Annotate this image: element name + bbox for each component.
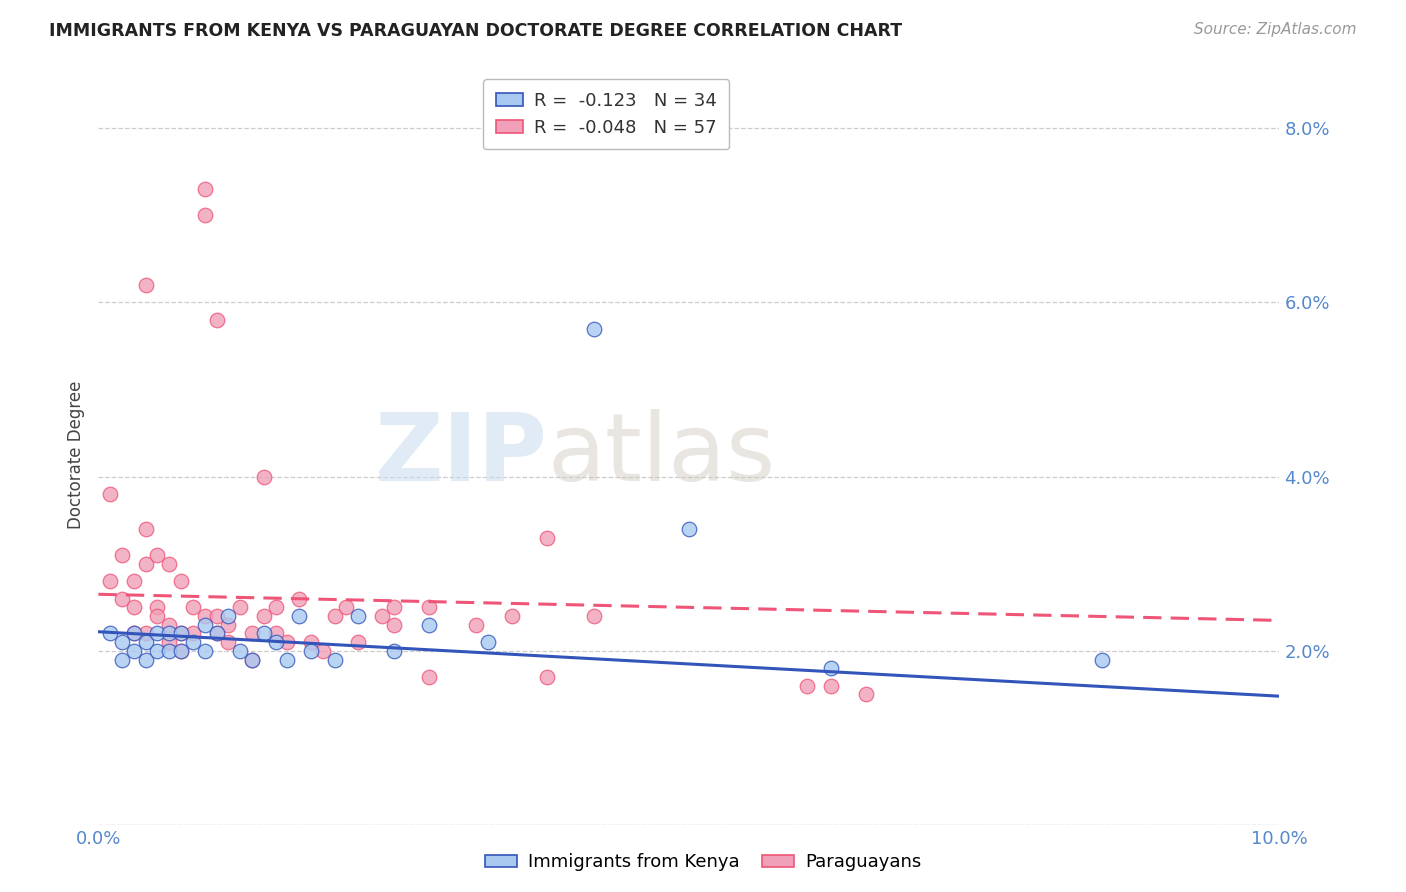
Point [181,600,204,615]
Point [181,635,204,649]
Point [157,644,180,658]
Point [323,609,346,624]
Point [418,670,440,684]
Point [253,609,276,624]
Point [135,635,157,649]
Point [135,626,157,640]
Point [122,600,145,615]
Point [312,644,335,658]
Point [135,522,157,536]
Point [276,635,298,649]
Point [371,609,394,624]
Point [217,609,239,624]
Point [146,609,169,624]
Point [146,644,169,658]
Point [820,661,842,675]
Point [382,617,405,632]
Point [253,469,276,483]
Point [229,644,252,658]
Point [205,609,228,624]
Text: ZIP: ZIP [374,409,547,501]
Point [157,617,180,632]
Point [1091,652,1114,666]
Point [205,626,228,640]
Point [240,652,263,666]
Point [170,574,193,589]
Point [194,609,217,624]
Point [477,635,499,649]
Point [276,652,298,666]
Point [229,600,252,615]
Point [583,321,606,335]
Point [181,626,204,640]
Point [146,600,169,615]
Point [146,626,169,640]
Point [135,557,157,571]
Point [194,208,217,222]
Point [347,609,370,624]
Point [288,591,311,606]
Point [170,644,193,658]
Point [382,644,405,658]
Point [205,626,228,640]
Point [135,278,157,293]
Point [157,626,180,640]
Point [111,548,134,562]
Text: Source: ZipAtlas.com: Source: ZipAtlas.com [1194,22,1357,37]
Point [122,626,145,640]
Point [170,626,193,640]
Point [536,531,558,545]
Point [796,679,818,693]
Point [382,600,405,615]
Point [98,574,121,589]
Point [678,522,700,536]
Legend: Immigrants from Kenya, Paraguayans: Immigrants from Kenya, Paraguayans [478,847,928,879]
Point [170,644,193,658]
Point [299,635,322,649]
Point [194,644,217,658]
Point [135,652,157,666]
Point [146,548,169,562]
Text: atlas: atlas [547,409,776,501]
Point [122,626,145,640]
Point [855,688,877,702]
Point [98,487,121,501]
Text: IMMIGRANTS FROM KENYA VS PARAGUAYAN DOCTORATE DEGREE CORRELATION CHART: IMMIGRANTS FROM KENYA VS PARAGUAYAN DOCT… [49,22,903,40]
Point [157,635,180,649]
Point [217,635,239,649]
Point [264,600,287,615]
Point [170,626,193,640]
Point [122,574,145,589]
Point [194,617,217,632]
Point [157,557,180,571]
Point [347,635,370,649]
Point [264,626,287,640]
Point [583,609,606,624]
Point [194,182,217,196]
Point [240,626,263,640]
Point [253,626,276,640]
Point [240,652,263,666]
Point [122,644,145,658]
Y-axis label: Doctorate Degree: Doctorate Degree [66,381,84,529]
Point [98,626,121,640]
Point [501,609,523,624]
Point [536,670,558,684]
Point [418,617,440,632]
Point [465,617,488,632]
Point [111,652,134,666]
Point [335,600,357,615]
Point [288,609,311,624]
Point [323,652,346,666]
Point [217,617,239,632]
Point [111,591,134,606]
Legend: R =  -0.123   N = 34, R =  -0.048   N = 57: R = -0.123 N = 34, R = -0.048 N = 57 [484,79,730,149]
Point [205,313,228,327]
Point [264,635,287,649]
Point [111,635,134,649]
Point [418,600,440,615]
Point [299,644,322,658]
Point [820,679,842,693]
